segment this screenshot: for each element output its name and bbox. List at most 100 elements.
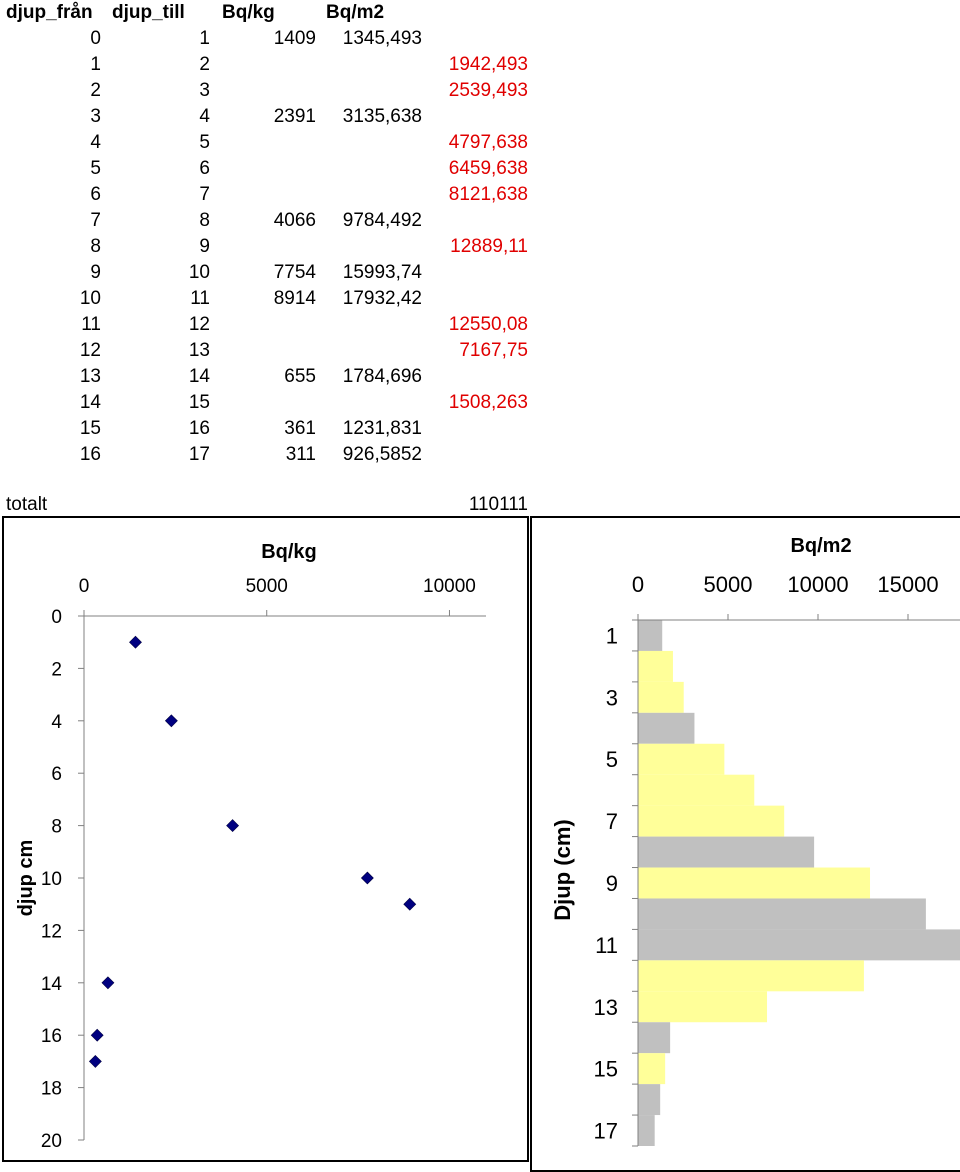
bar	[638, 650, 673, 682]
chart-title: Bq/m2	[790, 535, 851, 557]
cell-djup-fran: 6	[90, 184, 101, 205]
bar	[638, 836, 815, 868]
y-tick-label: 2	[51, 659, 62, 680]
cell-djup-till: 16	[188, 418, 210, 439]
cell-bq-m2: 15993,74	[342, 262, 422, 283]
table-row: 0 1 1409 1345,493	[0, 28, 960, 54]
y-axis-label: djup cm	[15, 840, 37, 917]
cell-bq-m2: 1231,831	[342, 418, 422, 439]
y-tick-label: 9	[606, 871, 618, 896]
y-tick-label: 8	[51, 817, 62, 838]
cell-bq-m2-estimate: 6459,638	[448, 158, 528, 179]
x-tick-label: 0	[632, 572, 644, 597]
x-tick-label: 0	[79, 576, 90, 597]
cell-djup-till: 9	[199, 236, 210, 257]
data-point	[360, 871, 374, 885]
bar-chart: Bq/m2 Djup (cm) 0 5000 10000 15000 1 3 5 7 9 11 13 15…	[530, 516, 960, 1172]
y-tick-label: 11	[595, 933, 618, 958]
cell-djup-till: 2	[199, 54, 210, 75]
cell-bq-kg: 7754	[273, 262, 316, 283]
table-row: 3 4 2391 3135,638	[0, 106, 960, 132]
table-row: 11 12 12550,08	[0, 314, 960, 340]
cell-djup-fran: 13	[79, 366, 101, 387]
cell-bq-kg: 2391	[273, 106, 316, 127]
cell-djup-fran: 4	[90, 132, 101, 153]
cell-bq-kg: 361	[284, 418, 316, 439]
y-tick-label: 10	[41, 869, 62, 890]
data-point	[88, 1054, 102, 1068]
cell-bq-m2: 9784,492	[342, 210, 422, 231]
cell-djup-fran: 1	[90, 54, 101, 75]
bar	[638, 805, 785, 837]
header-djup-till: djup_till	[112, 2, 185, 23]
data-point	[226, 819, 240, 833]
cell-bq-m2-estimate: 12889,11	[450, 236, 528, 257]
y-tick-label: 12	[41, 921, 62, 942]
bar	[638, 1022, 671, 1054]
table-row: 14 15 1508,263	[0, 392, 960, 418]
cell-djup-till: 13	[188, 340, 210, 361]
table-row: 2 3 2539,493	[0, 80, 960, 106]
cell-djup-till: 5	[199, 132, 210, 153]
data-point	[403, 897, 417, 911]
x-tick-label: 5000	[704, 572, 753, 597]
data-point	[129, 635, 142, 649]
cell-bq-kg: 4066	[273, 210, 316, 231]
y-tick-label: 20	[41, 1131, 62, 1152]
chart-title: Bq/kg	[261, 541, 317, 563]
cell-djup-fran: 2	[90, 80, 101, 101]
data-point	[164, 714, 178, 728]
y-axis-label: Djup (cm)	[550, 819, 575, 920]
table-row: 6 7 8121,638	[0, 184, 960, 210]
table-row: 16 17 311 926,5852	[0, 444, 960, 470]
bar	[638, 1053, 666, 1085]
x-tick-label: 15000	[877, 572, 938, 597]
scatter-chart: Bq/kg djup cm 0 5000 10000 0 2 4 6 8 10 12 14 16 18 20	[2, 516, 529, 1162]
cell-djup-till: 12	[188, 314, 210, 335]
cell-bq-m2-estimate: 2539,493	[448, 80, 528, 101]
cell-djup-fran: 14	[79, 392, 101, 413]
table-row: 4 5 4797,638	[0, 132, 960, 158]
cell-djup-fran: 11	[81, 314, 101, 335]
y-tick-label: 3	[606, 685, 618, 710]
table-row: 13 14 655 1784,696	[0, 366, 960, 392]
cell-djup-fran: 12	[79, 340, 101, 361]
bar	[638, 1084, 661, 1116]
total-value: 110111	[468, 494, 528, 515]
cell-djup-till: 17	[188, 444, 210, 465]
bar	[638, 712, 695, 744]
total-row: totalt 110111	[0, 494, 960, 518]
cell-bq-m2-estimate: 12550,08	[448, 314, 528, 335]
cell-bq-kg: 655	[284, 366, 316, 387]
table-row: 9 10 7754 15993,74	[0, 262, 960, 288]
cell-bq-kg: 311	[285, 444, 316, 465]
cell-bq-m2-estimate: 7167,75	[459, 340, 528, 361]
cell-bq-kg: 8914	[273, 288, 316, 309]
bar	[638, 774, 755, 806]
cell-djup-till: 11	[190, 288, 210, 309]
cell-djup-fran: 15	[79, 418, 101, 439]
y-tick-label: 5	[606, 747, 618, 772]
cell-djup-till: 8	[199, 210, 210, 231]
cell-djup-fran: 16	[79, 444, 101, 465]
cell-bq-m2: 17932,42	[342, 288, 422, 309]
x-tick-label: 5000	[246, 576, 288, 597]
cell-bq-m2-estimate: 8121,638	[448, 184, 528, 205]
y-tick-label: 15	[594, 1057, 618, 1082]
cell-djup-till: 6	[199, 158, 210, 179]
y-tick-label: 16	[41, 1026, 62, 1047]
y-tick-label: 17	[594, 1119, 618, 1144]
table-row: 12 13 7167,75	[0, 340, 960, 366]
cell-djup-till: 4	[199, 106, 210, 127]
bar	[638, 929, 960, 961]
table-row: 10 11 8914 17932,42	[0, 288, 960, 314]
cell-djup-till: 3	[199, 80, 210, 101]
cell-djup-fran: 0	[90, 28, 101, 49]
y-tick-label: 4	[51, 712, 62, 733]
cell-bq-m2-estimate: 4797,638	[448, 132, 528, 153]
cell-djup-fran: 3	[90, 106, 101, 127]
bar	[638, 681, 684, 713]
table-row: 7 8 4066 9784,492	[0, 210, 960, 236]
x-tick-label: 10000	[787, 572, 848, 597]
y-tick-label: 14	[41, 974, 63, 995]
